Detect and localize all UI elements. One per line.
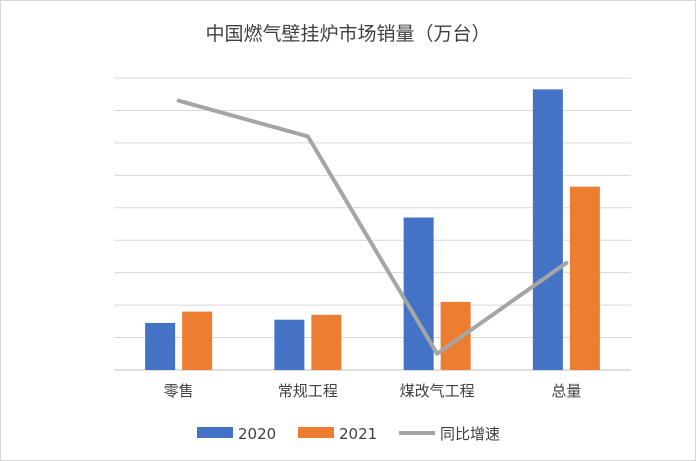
- bar-2020-2: [403, 217, 434, 370]
- category-label: 总量: [551, 382, 581, 400]
- bars: [145, 89, 600, 370]
- bar-2020-1: [274, 319, 305, 370]
- bar-2020-0: [145, 322, 176, 370]
- legend-label: 2021: [339, 425, 377, 443]
- bar-2021-1: [311, 314, 342, 370]
- category-label: 零售: [164, 382, 194, 400]
- bar-2020-3: [532, 89, 563, 370]
- line-同比增速: [176, 98, 569, 356]
- bar-2021-3: [569, 186, 600, 370]
- legend-label: 同比增速: [440, 425, 500, 443]
- category-label: 煤改气工程: [400, 382, 475, 400]
- legend-label: 2020: [238, 425, 276, 443]
- bar-2021-2: [440, 301, 471, 370]
- legend-swatch-2020: [197, 427, 233, 438]
- category-labels: 零售 常规工程 煤改气工程 总量: [164, 382, 582, 400]
- legend: 2020 2021 同比增速: [197, 425, 500, 443]
- legend-swatch-2021: [298, 427, 334, 438]
- chart-title: 中国燃气壁挂炉市场销量（万台）: [205, 23, 491, 45]
- category-label: 常规工程: [278, 382, 338, 400]
- growth-line: [176, 98, 569, 356]
- bar-2021-0: [182, 311, 213, 370]
